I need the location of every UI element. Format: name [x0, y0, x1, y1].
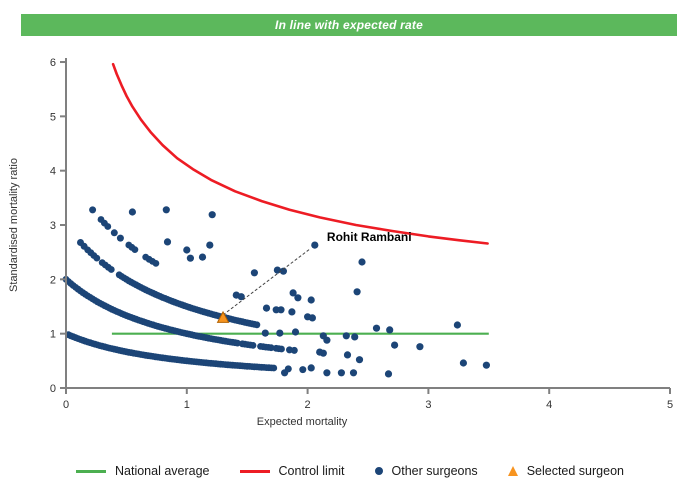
surgeon-point [384, 370, 393, 378]
surgeon-point [237, 293, 245, 301]
axes-lines [65, 58, 670, 389]
surgeon-point [262, 304, 271, 312]
legend-label: National average [115, 464, 210, 478]
legend-item-other-surgeons: Other surgeons [374, 464, 478, 478]
surgeon-point [294, 294, 302, 302]
y-tick-label: 3 [50, 220, 56, 232]
legend-item-selected-surgeon: Selected surgeon [507, 464, 624, 478]
x-tick-label: 1 [184, 399, 190, 411]
surgeon-point [319, 349, 327, 357]
chart-legend: National average Control limit Other sur… [0, 459, 700, 483]
surgeon-point [276, 329, 284, 337]
x-tick-label: 4 [546, 399, 552, 411]
selected-surgeon-label: Rohit Rambani [327, 230, 412, 244]
surgeon-point [253, 321, 261, 329]
surgeon-point [104, 223, 112, 230]
surgeon-point [311, 241, 319, 249]
surgeon-point [482, 361, 490, 369]
y-tick-label: 4 [50, 166, 56, 178]
y-tick-label: 1 [50, 329, 56, 341]
surgeon-point [299, 366, 307, 374]
surgeon-point [386, 326, 394, 334]
legend-item-national-average: National average [76, 464, 210, 478]
x-tick-label: 5 [667, 399, 673, 411]
surgeon-point [80, 242, 88, 250]
annotation-leader-line [222, 248, 311, 316]
y-tick-label: 0 [50, 383, 56, 395]
surgeon-point [279, 267, 287, 275]
surgeon-point [131, 246, 139, 254]
surgeon-point [107, 266, 115, 273]
surgeon-point [93, 254, 101, 262]
surgeon-point [289, 289, 297, 297]
surgeon-point [206, 241, 214, 249]
surgeon-point [288, 308, 296, 316]
surgeon-point [416, 343, 424, 351]
surgeon-point [308, 314, 316, 322]
x-tick-label: 0 [63, 399, 69, 411]
surgeon-dot-icon [374, 467, 383, 475]
surgeon-point [281, 369, 289, 377]
surgeon-point [208, 211, 216, 219]
surgeon-point [249, 342, 257, 349]
surgeon-point [351, 333, 359, 341]
y-axis-title: Standardised mortality ratio [8, 158, 20, 292]
surgeon-point [162, 206, 170, 214]
legend-item-control-limit: Control limit [239, 464, 345, 478]
national-average-line-icon [76, 469, 106, 473]
surgeon-point [459, 359, 467, 367]
x-tick-label: 2 [305, 399, 311, 411]
surgeon-point [355, 356, 364, 364]
surgeon-point [261, 329, 269, 337]
surgeon-point [186, 254, 194, 262]
surgeon-point [307, 364, 315, 372]
surgeon-point [152, 260, 160, 267]
legend-label: Other surgeons [391, 464, 478, 478]
surgeon-point [290, 346, 298, 354]
surgeon-point [110, 229, 118, 237]
surgeon-point [323, 369, 331, 377]
surgeon-point [342, 332, 350, 340]
y-tick-label: 6 [50, 57, 56, 69]
surgeon-point [353, 288, 361, 296]
surgeon-point [349, 369, 358, 377]
surgeon-point [183, 246, 191, 254]
control-limit-line-icon [239, 469, 270, 473]
surgeon-point [89, 206, 97, 214]
surgeon-point [337, 369, 345, 377]
status-banner: In line with expected rate [21, 14, 677, 36]
legend-label: Selected surgeon [526, 464, 624, 478]
surgeon-point [291, 328, 300, 336]
surgeon-point [453, 321, 461, 329]
surgeon-point [270, 364, 278, 372]
y-tick-label: 2 [50, 274, 56, 286]
control-limit-curve [111, 62, 489, 245]
surgeon-point [358, 258, 366, 266]
y-tick-label: 5 [50, 111, 56, 123]
surgeon-point [307, 296, 315, 304]
status-banner-text: In line with expected rate [275, 18, 423, 32]
surgeon-point [250, 269, 258, 277]
surgeon-point [343, 351, 352, 359]
surgeon-point [116, 234, 124, 242]
surgeon-point [128, 208, 136, 216]
surgeon-point [277, 306, 285, 314]
surgeon-point [163, 238, 172, 246]
legend-label: Control limit [278, 464, 345, 478]
surgeon-point [273, 266, 281, 274]
selected-surgeon-triangle-icon [507, 466, 518, 476]
x-axis-title: Expected mortality [257, 416, 348, 428]
surgeon-point [372, 324, 381, 332]
surgeon-point [323, 336, 331, 344]
surgeon-point [278, 345, 285, 353]
selected-surgeon-marker[interactable] [216, 310, 230, 323]
surgeon-point [198, 253, 207, 261]
x-tick-label: 3 [425, 399, 431, 411]
surgeon-point [391, 341, 399, 349]
surgeon-point [267, 344, 275, 352]
